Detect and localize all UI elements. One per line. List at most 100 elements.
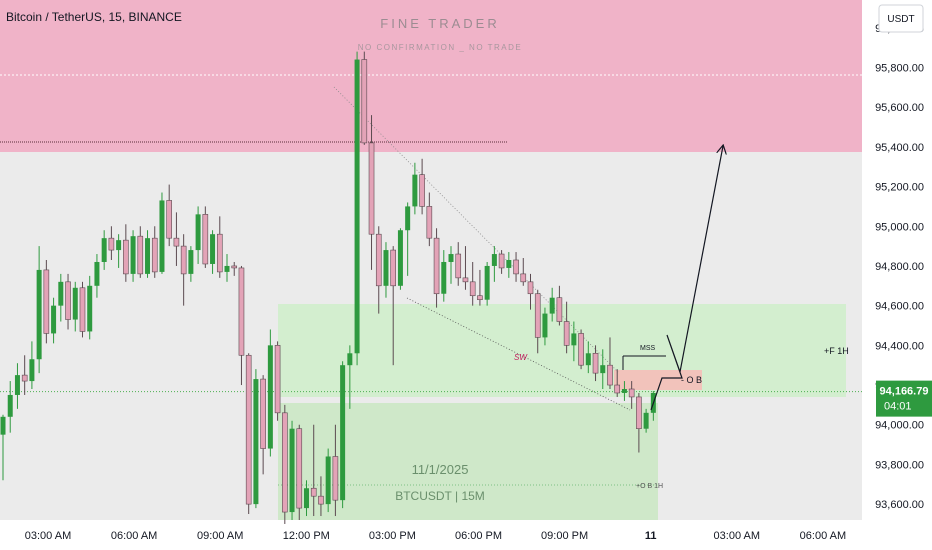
candle-body[interactable] bbox=[636, 396, 642, 430]
candle-body[interactable] bbox=[448, 254, 454, 262]
candle-body[interactable] bbox=[224, 265, 230, 272]
candle-body[interactable] bbox=[123, 239, 129, 275]
candle-body[interactable] bbox=[145, 238, 151, 274]
candle-body[interactable] bbox=[202, 214, 209, 265]
candle-body[interactable] bbox=[571, 333, 577, 346]
candle-body[interactable] bbox=[383, 250, 389, 286]
candle-body[interactable] bbox=[137, 235, 144, 275]
candle-body[interactable] bbox=[101, 238, 107, 262]
time-axis-background[interactable] bbox=[0, 520, 862, 550]
candle-body[interactable] bbox=[0, 416, 6, 435]
candle-body[interactable] bbox=[245, 354, 252, 505]
candle-body[interactable] bbox=[216, 233, 223, 273]
candle-body[interactable] bbox=[368, 142, 375, 235]
candle-body[interactable] bbox=[58, 281, 64, 306]
candle-body[interactable] bbox=[21, 374, 28, 382]
candle-body[interactable] bbox=[469, 281, 476, 297]
candle-body[interactable] bbox=[180, 245, 187, 275]
candle-body[interactable] bbox=[542, 313, 548, 338]
candle-body[interactable] bbox=[173, 237, 180, 247]
candle-body[interactable] bbox=[484, 265, 490, 300]
candle-body[interactable] bbox=[14, 375, 20, 395]
candle-body[interactable] bbox=[130, 236, 136, 274]
candle-body[interactable] bbox=[310, 487, 317, 497]
candle-body[interactable] bbox=[238, 267, 245, 356]
candle-body[interactable] bbox=[578, 333, 584, 366]
candle-body[interactable] bbox=[412, 174, 418, 207]
candle-body[interactable] bbox=[108, 237, 115, 251]
candle-body[interactable] bbox=[585, 353, 591, 366]
candle-body[interactable] bbox=[441, 261, 447, 294]
candle-body[interactable] bbox=[433, 237, 440, 295]
candle-body[interactable] bbox=[419, 174, 425, 207]
candle-body[interactable] bbox=[462, 277, 469, 283]
candle-body[interactable] bbox=[520, 273, 527, 283]
candle-body[interactable] bbox=[498, 253, 505, 269]
candle-body[interactable] bbox=[534, 293, 541, 338]
candle-body[interactable] bbox=[166, 200, 172, 239]
candle-body[interactable] bbox=[29, 359, 35, 382]
candle-body[interactable] bbox=[325, 456, 331, 505]
candle-body[interactable] bbox=[43, 269, 50, 334]
candle-body[interactable] bbox=[253, 379, 259, 505]
candle-body[interactable] bbox=[513, 259, 519, 275]
candle-body[interactable] bbox=[354, 59, 360, 354]
candle-body[interactable] bbox=[556, 297, 563, 322]
candle-body[interactable] bbox=[79, 287, 86, 332]
candle-body[interactable] bbox=[318, 495, 324, 505]
candle-body[interactable] bbox=[340, 365, 346, 501]
candle-body[interactable] bbox=[607, 364, 613, 386]
candle-body[interactable] bbox=[375, 233, 382, 287]
candle-body[interactable] bbox=[491, 254, 497, 266]
candle-body[interactable] bbox=[159, 200, 165, 272]
price-axis-background[interactable] bbox=[862, 0, 932, 550]
candle-body[interactable] bbox=[563, 321, 570, 346]
currency-button-frame[interactable] bbox=[878, 4, 924, 33]
candle-body[interactable] bbox=[116, 240, 122, 251]
candle-body[interactable] bbox=[621, 389, 627, 393]
candle-body[interactable] bbox=[405, 206, 411, 231]
candle-body[interactable] bbox=[426, 206, 433, 239]
candle-body[interactable] bbox=[592, 352, 599, 374]
candle-body[interactable] bbox=[361, 59, 368, 144]
bearish-order-block-zone[interactable] bbox=[614, 370, 702, 390]
candle-body[interactable] bbox=[296, 428, 303, 509]
candle-body[interactable] bbox=[260, 378, 266, 449]
candle-body[interactable] bbox=[332, 456, 339, 501]
candle-body[interactable] bbox=[397, 230, 403, 286]
candle-body[interactable] bbox=[347, 353, 353, 366]
candle-body[interactable] bbox=[72, 287, 78, 320]
candle-body[interactable] bbox=[87, 285, 93, 332]
candle-body[interactable] bbox=[303, 488, 309, 509]
candle-body[interactable] bbox=[527, 281, 534, 295]
candle-body[interactable] bbox=[549, 297, 555, 314]
candle-body[interactable] bbox=[231, 265, 238, 269]
candle-body[interactable] bbox=[282, 412, 288, 513]
candle-body[interactable] bbox=[455, 253, 462, 279]
candle-body[interactable] bbox=[390, 249, 397, 287]
candle-body[interactable] bbox=[274, 345, 281, 414]
candle-body[interactable] bbox=[65, 281, 71, 320]
candle-body[interactable] bbox=[267, 345, 273, 449]
candle-body[interactable] bbox=[600, 365, 606, 374]
currency-button[interactable]: USDT bbox=[887, 14, 914, 25]
candle-body[interactable] bbox=[614, 384, 621, 394]
candle-body[interactable] bbox=[506, 260, 512, 268]
supply-zone[interactable] bbox=[0, 0, 862, 152]
candle-body[interactable] bbox=[195, 214, 201, 251]
candle-body[interactable] bbox=[210, 234, 216, 264]
candle-body[interactable] bbox=[7, 394, 13, 417]
candle-body[interactable] bbox=[36, 269, 42, 360]
candle-body[interactable] bbox=[51, 305, 57, 334]
candle-body[interactable] bbox=[477, 295, 483, 300]
candle-body[interactable] bbox=[94, 261, 100, 286]
candle-body[interactable] bbox=[289, 428, 295, 513]
candle-body[interactable] bbox=[151, 237, 158, 273]
candle-body[interactable] bbox=[628, 388, 635, 398]
time-axis[interactable]: 03:00 AM 06:00 AM 09:00 AM 12:00 PM 03:00 PM… bbox=[25, 530, 846, 542]
candle-body[interactable] bbox=[643, 412, 649, 429]
candlestick-series[interactable] bbox=[0, 51, 656, 524]
candle-body[interactable] bbox=[188, 250, 194, 274]
